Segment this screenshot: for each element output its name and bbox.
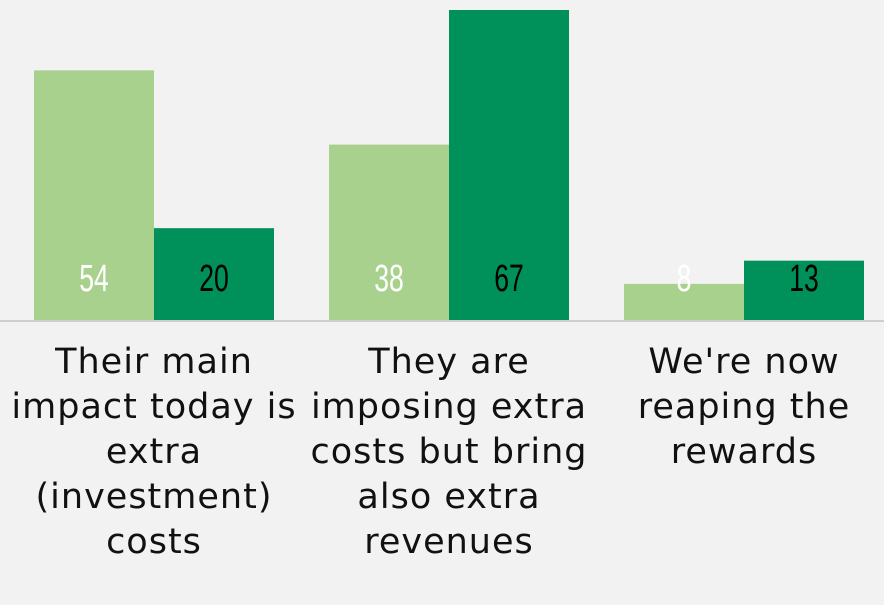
- category-label: We're now reaping the rewards: [637, 342, 851, 472]
- value-label: 13: [789, 256, 819, 299]
- category-label: They are imposing extra costs but bring …: [310, 342, 588, 562]
- bar: [624, 283, 744, 321]
- value-label: 67: [494, 256, 524, 299]
- bar: [744, 260, 864, 321]
- bar: [154, 228, 274, 321]
- bar: [34, 70, 154, 321]
- value-label: 38: [374, 256, 404, 299]
- bar: [329, 144, 449, 321]
- bar: [449, 10, 569, 321]
- category-label: Their main impact today is extra (invest…: [11, 342, 297, 562]
- value-label: 8: [677, 256, 692, 299]
- value-label: 20: [199, 256, 229, 299]
- value-label: 54: [79, 256, 109, 299]
